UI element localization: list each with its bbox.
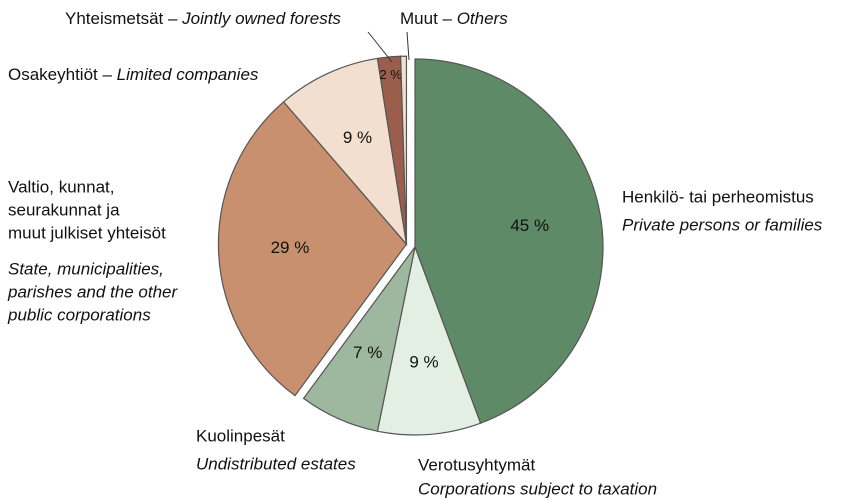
category-label-en: Corporations subject to taxation [418,479,657,498]
category-label: Osakeyhtiöt – Limited companies [8,65,259,84]
pie-slice [282,57,408,247]
category-label-en: parishes and the other [7,282,179,301]
category-label: muut julkiset yhteisöt [8,223,166,242]
value-label: 7 % [353,343,382,362]
pie-slice [414,58,604,424]
category-label-fi: Yhteismetsät – [65,9,182,28]
category-label-en: public corporations [7,305,151,324]
category-label-en: Private persons or families [622,215,823,234]
category-label: Yhteismetsät – Jointly owned forests [65,9,341,28]
category-label-en: Others [457,9,509,28]
pie-slice [400,55,408,245]
pie-slice [217,101,408,397]
category-label-en: Jointly owned forests [181,9,341,28]
category-label: Kuolinpesät [196,426,285,445]
category-label: Henkilö- tai perheomistus [622,187,814,206]
category-label: seurakunnat ja [8,200,120,219]
category-label-en: Undistributed estates [196,454,356,473]
pie-slice [376,244,482,436]
category-label: Verotusyhtymät [418,455,535,474]
value-label: 29 % [271,238,310,257]
category-label-en: Limited companies [117,65,259,84]
category-label-en: State, municipalities, [8,259,164,278]
value-label: 9 % [343,128,372,147]
category-label: Valtio, kunnat, [8,177,114,196]
value-label: 2 % [380,67,403,82]
leader-line [367,31,393,63]
pie-slice [302,246,416,432]
leader-line [406,31,410,61]
category-label-fi: Osakeyhtiöt – [8,65,117,84]
value-label: 45 % [510,216,549,235]
value-label: 9 % [409,353,438,372]
category-label-fi: Muut – [400,9,457,28]
category-label: Muut – Others [400,9,508,28]
